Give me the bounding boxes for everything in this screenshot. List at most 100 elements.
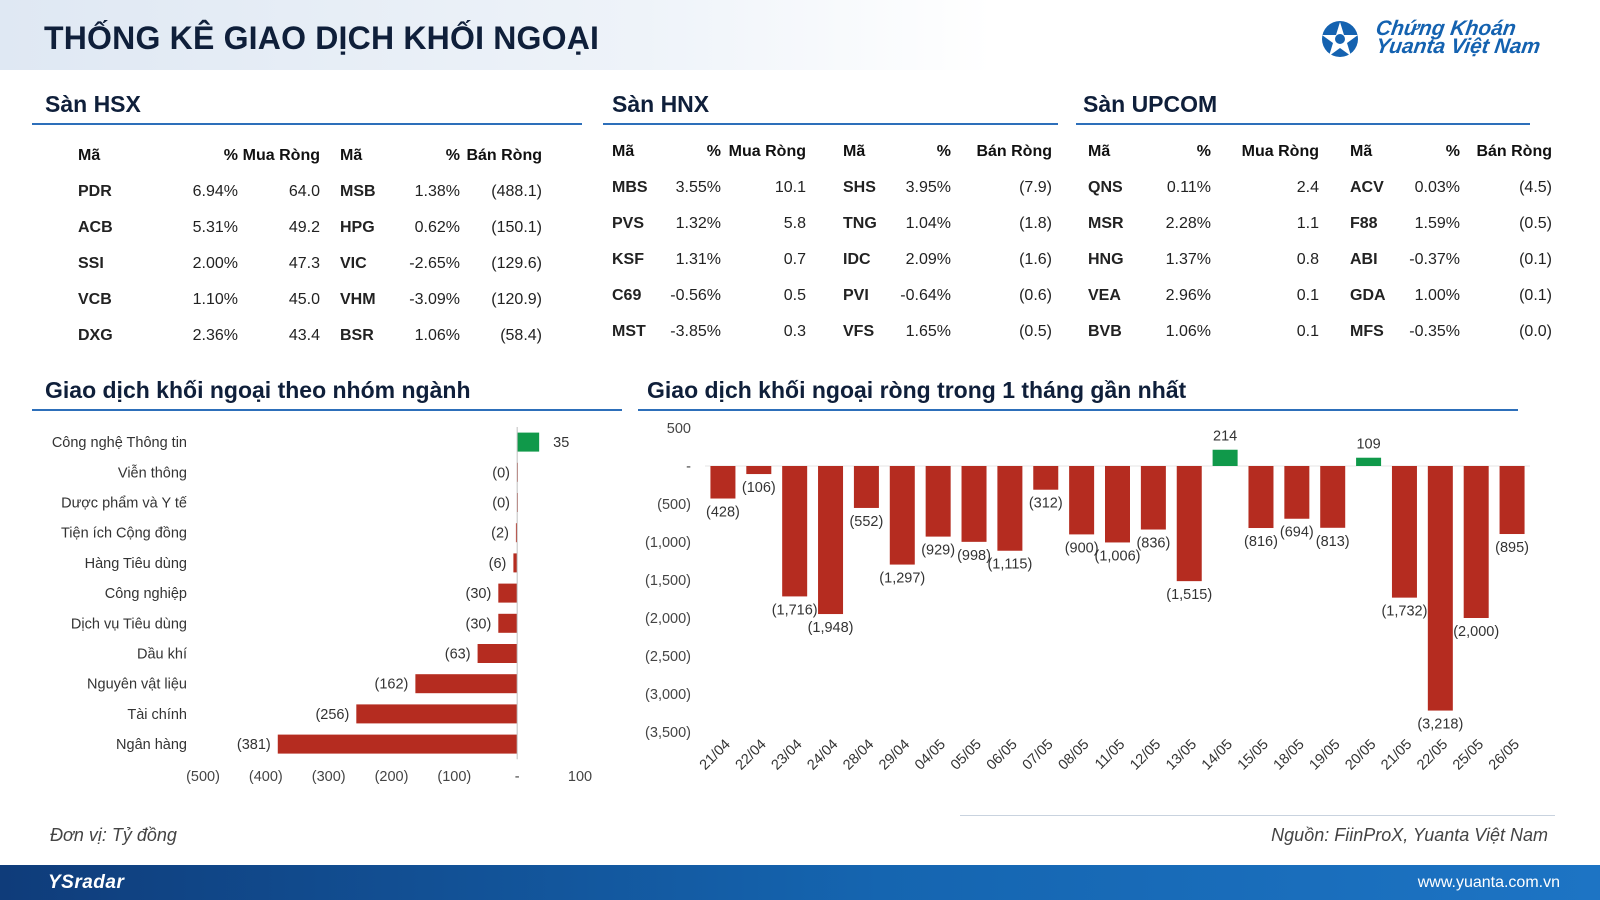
bar	[853, 466, 879, 508]
x-tick-label: 22/04	[733, 737, 770, 774]
table-header-row: Mã % Mua Ròng Mã % Bán Ròng	[1088, 134, 1552, 170]
col-header-ticker: Mã	[612, 143, 635, 160]
bar	[477, 644, 518, 663]
x-tick-label: 100	[568, 769, 592, 785]
buy-ticker: HNG	[1088, 251, 1124, 268]
data-label: 109	[1356, 437, 1380, 453]
sell-pct: -2.65%	[409, 255, 460, 272]
col-header-ticker: Mã	[340, 147, 363, 164]
data-label: (813)	[1316, 534, 1350, 550]
y-tick-label: 500	[667, 421, 691, 437]
bar	[1284, 466, 1310, 519]
buy-ticker: PDR	[78, 183, 112, 200]
data-label: (162)	[375, 677, 409, 693]
sell-ticker: MSB	[340, 183, 376, 200]
buy-value: 47.3	[288, 255, 320, 272]
x-tick-label: (400)	[249, 769, 283, 785]
sell-pct: 1.04%	[905, 215, 951, 232]
sell-ticker: BSR	[340, 327, 374, 344]
x-tick-label: 21/04	[697, 737, 734, 774]
sell-ticker: VFS	[843, 323, 875, 340]
bar	[498, 583, 518, 603]
sell-ticker: VHM	[340, 291, 376, 308]
bar	[415, 674, 518, 694]
sell-value: (0.1)	[1519, 287, 1552, 304]
data-label: (552)	[849, 514, 883, 530]
bar	[1212, 449, 1238, 466]
data-label: (3,218)	[1417, 717, 1463, 733]
sell-value: (0.0)	[1519, 323, 1552, 340]
buy-ticker: ACB	[78, 219, 113, 236]
upcom-table: Mã % Mua Ròng Mã % Bán Ròng QNS 0.11% 2.4 A…	[1088, 134, 1552, 350]
yuanta-star-logo-icon	[1322, 21, 1358, 57]
col-header-pct: %	[1196, 143, 1211, 160]
buy-value: 2.4	[1296, 179, 1319, 196]
x-tick-label: 11/05	[1092, 737, 1128, 773]
footer-brand: YSradar	[48, 872, 125, 893]
sell-ticker: TNG	[843, 215, 877, 232]
col-header-pct: %	[936, 143, 951, 160]
sell-pct: 1.00%	[1414, 287, 1460, 304]
x-tick-label: 05/05	[948, 737, 985, 774]
sell-ticker: SHS	[843, 179, 876, 196]
sell-value: (0.5)	[1519, 215, 1552, 232]
sell-value: (150.1)	[491, 219, 542, 236]
data-label: (900)	[1065, 540, 1099, 556]
buy-value: 1.1	[1296, 215, 1319, 232]
data-label: (0)	[492, 496, 510, 512]
bar	[818, 466, 844, 615]
data-label: (929)	[921, 543, 955, 559]
buy-pct: 2.28%	[1165, 215, 1211, 232]
category-label: Hàng Tiêu dùng	[85, 556, 187, 572]
x-tick-label: 07/05	[1020, 737, 1057, 774]
daily-chart-title: Giao dịch khối ngoại ròng trong 1 tháng …	[647, 377, 1187, 403]
buy-pct: 2.36%	[192, 327, 238, 344]
buy-value: 5.8	[783, 215, 806, 232]
col-header-net-buy: Mua Ròng	[728, 143, 806, 160]
sell-ticker: MFS	[1350, 323, 1384, 340]
data-label: (1,515)	[1166, 587, 1212, 603]
col-header-pct: %	[223, 147, 238, 164]
data-label: (1,115)	[987, 557, 1032, 573]
data-label: (30)	[466, 586, 492, 602]
y-tick-label: (3,000)	[645, 687, 691, 703]
buy-pct: 1.37%	[1165, 251, 1211, 268]
buy-ticker: QNS	[1088, 179, 1123, 196]
data-label: (836)	[1136, 536, 1170, 552]
x-tick-label: 22/05	[1414, 737, 1451, 774]
sector-chart-rule	[32, 409, 622, 411]
header-banner: THỐNG KÊ GIAO DỊCH KHỐI NGOẠI Chứng Khoá…	[0, 0, 1600, 70]
data-label: (2)	[491, 526, 509, 542]
data-label: (1,948)	[808, 620, 854, 636]
data-label: (312)	[1029, 496, 1063, 512]
x-tick-label: 08/05	[1055, 737, 1092, 774]
buy-ticker: MST	[612, 323, 646, 340]
buy-pct: 0.11%	[1166, 179, 1211, 196]
data-label: (2,000)	[1453, 624, 1499, 640]
bar	[1069, 466, 1095, 535]
bar	[1463, 466, 1489, 618]
sell-value: (120.9)	[491, 291, 542, 308]
sell-pct: -0.64%	[900, 287, 951, 304]
data-label: (381)	[237, 737, 271, 753]
table-row: C69 -0.56% 0.5 PVI -0.64% (0.6)	[612, 278, 1052, 314]
yuanta-logo: Chứng Khoán Yuanta Việt Nam	[1318, 17, 1578, 60]
x-tick-label: 14/05	[1199, 737, 1236, 774]
bar	[1356, 457, 1382, 466]
buy-value: 0.3	[783, 323, 806, 340]
col-header-ticker: Mã	[1350, 143, 1373, 160]
buy-value: 64.0	[288, 183, 320, 200]
sell-value: (1.8)	[1019, 215, 1052, 232]
footer-website-link[interactable]: www.yuanta.com.vn	[1417, 874, 1560, 891]
category-label: Viễn thông	[118, 464, 187, 481]
unit-note: Đơn vị: Tỷ đồng	[50, 825, 177, 845]
bar	[1320, 466, 1346, 528]
col-header-net-sell: Bán Ròng	[1476, 143, 1552, 160]
col-header-ticker: Mã	[843, 143, 866, 160]
col-header-net-sell: Bán Ròng	[976, 143, 1052, 160]
sell-pct: -0.37%	[1409, 251, 1460, 268]
table-row: VCB 1.10% 45.0 VHM -3.09% (120.9)	[78, 282, 542, 318]
table-row: QNS 0.11% 2.4 ACV 0.03% (4.5)	[1088, 170, 1552, 206]
bar	[1033, 466, 1059, 490]
x-tick-label: 20/05	[1342, 737, 1379, 774]
